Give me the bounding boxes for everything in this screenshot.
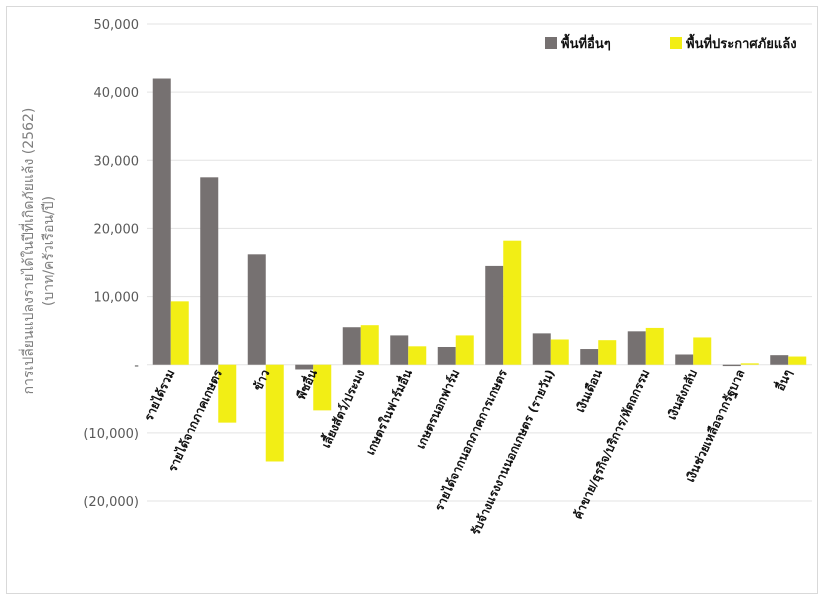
category-label: อื่นๆ: [771, 367, 795, 394]
bar-drought-areas: [218, 364, 237, 423]
bar-other-areas: [580, 349, 599, 365]
y-tick-label: 40,000: [94, 86, 140, 101]
y-tick-label: 10,000: [94, 291, 140, 306]
bar-drought-areas: [408, 346, 427, 365]
y-tick-label: (20,000): [83, 495, 139, 510]
bar-drought-areas: [550, 339, 569, 365]
legend-label-drought-areas: พื้นที่ประกาศภัยแล้ง: [686, 33, 797, 52]
bar-drought-areas: [360, 325, 379, 365]
category-label: เกษตรนอกฟาร์ม: [414, 367, 463, 451]
bar-other-areas: [532, 333, 551, 365]
legend-swatch-other-areas: [545, 37, 557, 49]
y-axis-label-units: (บาท/ครัวเรือน/ปี): [41, 196, 57, 306]
y-axis-ticks: (20,000) (10,000) - 10,000 20,000 30,000 40,00…: [83, 18, 139, 510]
bar-other-areas: [342, 327, 361, 365]
bar-other-areas: [722, 364, 741, 367]
category-label: รายได้รวม: [141, 367, 178, 423]
bar-other-areas: [247, 254, 266, 365]
bar-other-areas: [390, 335, 409, 365]
bar-other-areas: [770, 355, 789, 365]
category-label: รับจ้างแรงงานนอกเกษตร (รายวัน): [468, 367, 557, 537]
bar-drought-areas: [265, 364, 284, 462]
bar-other-areas: [437, 346, 456, 365]
category-label: เงินส่งกลับ: [665, 367, 700, 421]
category-label: เกษตรในฟาร์มอื่น: [361, 366, 415, 457]
chart-frame: [6, 6, 818, 594]
bar-other-areas: [485, 265, 504, 365]
bar-other-areas: [200, 177, 219, 365]
legend-label-other-areas: พื้นที่อื่นๆ: [561, 33, 611, 52]
bar-drought-areas: [313, 364, 332, 411]
bar-drought-areas: [598, 340, 617, 365]
legend-swatch-drought-areas: [670, 37, 682, 49]
bar-other-areas: [675, 354, 694, 365]
bar-drought-areas: [170, 301, 189, 365]
bars: [152, 78, 807, 462]
y-tick-label: 50,000: [94, 18, 140, 33]
bar-drought-areas: [788, 356, 807, 365]
bar-drought-areas: [455, 335, 474, 365]
bar-drought-areas: [693, 337, 712, 365]
bar-drought-areas: [740, 363, 759, 365]
bar-drought-areas: [645, 327, 664, 365]
category-label: รายได้จากภาคเกษตร: [164, 366, 225, 474]
y-tick-label: (10,000): [83, 427, 139, 442]
y-tick-label: 30,000: [94, 154, 140, 169]
category-label: เงินเดือน: [573, 367, 605, 415]
y-tick-label: -: [134, 359, 139, 374]
bar-other-areas: [295, 364, 314, 370]
bar-drought-areas: [503, 240, 522, 365]
bar-other-areas: [627, 331, 646, 365]
y-axis-label: การเปลี่ยนแปลงรายได้ในปีที่เกิดภัยแล้ง (…: [19, 108, 37, 395]
bar-other-areas: [152, 78, 171, 365]
legend: พื้นที่อื่นๆ พื้นที่ประกาศภัยแล้ง: [545, 33, 797, 52]
y-tick-label: 20,000: [94, 222, 140, 237]
